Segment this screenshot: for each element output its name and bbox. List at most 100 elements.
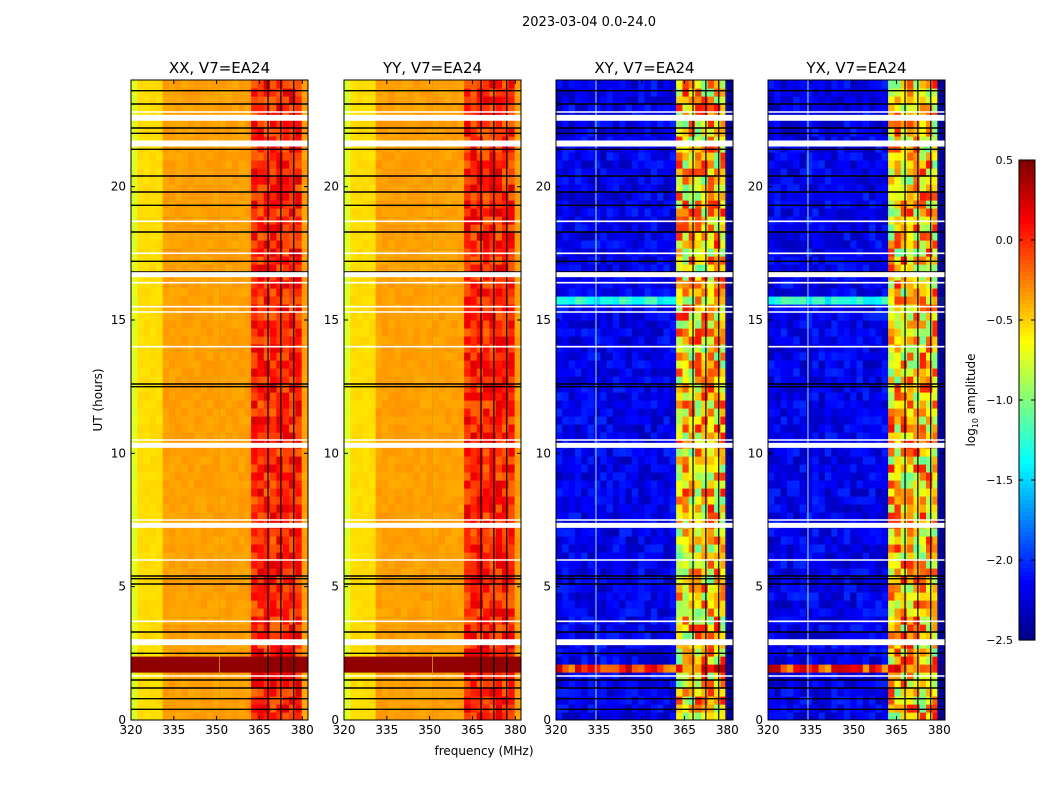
heatmap-cell [270,552,277,561]
heatmap-cell [464,472,472,481]
heatmap-cell [344,456,351,465]
heatmap-cell [225,320,233,329]
heatmap-cell [301,480,308,489]
heatmap-cell [251,656,259,665]
heatmap-cell [270,680,277,689]
heatmap-cell [257,384,265,393]
heatmap-cell [426,168,434,177]
heatmap-cell [438,448,446,457]
heatmap-cell [400,624,408,633]
heatmap-cell [419,328,427,337]
heatmap-cell [381,128,389,137]
heatmap-cell [175,568,183,577]
heatmap-cell [644,704,652,713]
heatmap-cell [451,320,459,329]
heatmap-cell [394,632,402,641]
heatmap-cell [483,552,490,561]
heatmap-cell [213,352,221,361]
heatmap-cell [451,192,459,201]
heatmap-cell [445,544,453,553]
heatmap-cell [206,664,214,673]
heatmap-cell [457,488,465,497]
heatmap-cell [362,448,370,457]
heatmap-cell [413,240,421,249]
heatmap-cell [388,232,396,241]
heatmap-cell [419,280,427,289]
heatmap-cell [270,176,277,185]
heatmap-cell [369,248,377,257]
heatmap-cell [149,608,157,617]
heatmap-cell [187,584,195,593]
heatmap-cell [669,688,677,697]
heatmap-cell [426,328,434,337]
heatmap-cell [451,480,459,489]
heatmap-cell [149,504,157,513]
heatmap-cell [137,456,145,465]
heatmap-cell [470,400,478,409]
heatmap-cell [432,328,440,337]
heatmap-cell [194,104,202,113]
heatmap-cell [350,104,358,113]
heatmap-cell [238,224,246,233]
heatmap-cell [244,600,252,609]
heatmap-cell [695,704,702,713]
heatmap-cell [263,144,271,153]
heatmap-cell [162,424,170,433]
heatmap-cell [244,656,252,665]
heatmap-cell [219,176,227,185]
y-tick-label: 5 [331,580,339,594]
heatmap-cell [476,256,484,265]
heatmap-cell [257,480,265,489]
heatmap-cell [362,536,370,545]
heatmap-cell [156,528,164,537]
heatmap-cell [238,688,246,697]
heatmap-cell [508,104,516,113]
heatmap-cell [568,632,576,641]
heatmap-cell [470,704,478,713]
heatmap-cell [356,408,364,417]
heatmap-cell [162,568,170,577]
heatmap-cell [419,128,427,137]
heatmap-cell [464,240,472,249]
heatmap-cell [194,696,202,705]
heatmap-cell [495,584,503,593]
heatmap-cell [375,608,383,617]
heatmap-cell [238,616,246,625]
heatmap-cell [143,528,151,537]
heatmap-cell [213,360,221,369]
heatmap-cell [143,88,151,97]
y-tick-label: 10 [324,446,339,460]
heatmap-cell [295,280,303,289]
heatmap-cell [432,488,440,497]
heatmap-cell [350,224,358,233]
heatmap-cell [356,432,364,441]
heatmap-cell [194,496,202,505]
heatmap-cell [238,96,246,105]
heatmap-cell [194,328,202,337]
heatmap-cell [464,408,472,417]
heatmap-cell [270,224,277,233]
heatmap-cell [495,328,503,337]
heatmap-cell [295,224,303,233]
heatmap-cell [232,560,240,569]
heatmap-cell [282,592,290,601]
heatmap-cell [701,632,709,641]
heatmap-cell [470,408,478,417]
heatmap-cell [419,384,427,393]
heatmap-cell [508,200,516,209]
heatmap-cell [238,144,246,153]
x-axis-label: frequency (MHz) [434,744,533,758]
heatmap-cell [301,560,308,569]
heatmap-cell [381,472,389,481]
heatmap-cell [508,360,516,369]
heatmap-cell [464,576,472,585]
heatmap-cell [470,464,478,473]
heatmap-cell [688,624,696,633]
heatmap-cell [451,280,459,289]
heatmap-cell [156,136,164,145]
heatmap-cell [175,136,183,145]
heatmap-cell [282,136,290,145]
heatmap-cell [175,432,183,441]
heatmap-cell [225,408,233,417]
heatmap-cell [407,688,415,697]
